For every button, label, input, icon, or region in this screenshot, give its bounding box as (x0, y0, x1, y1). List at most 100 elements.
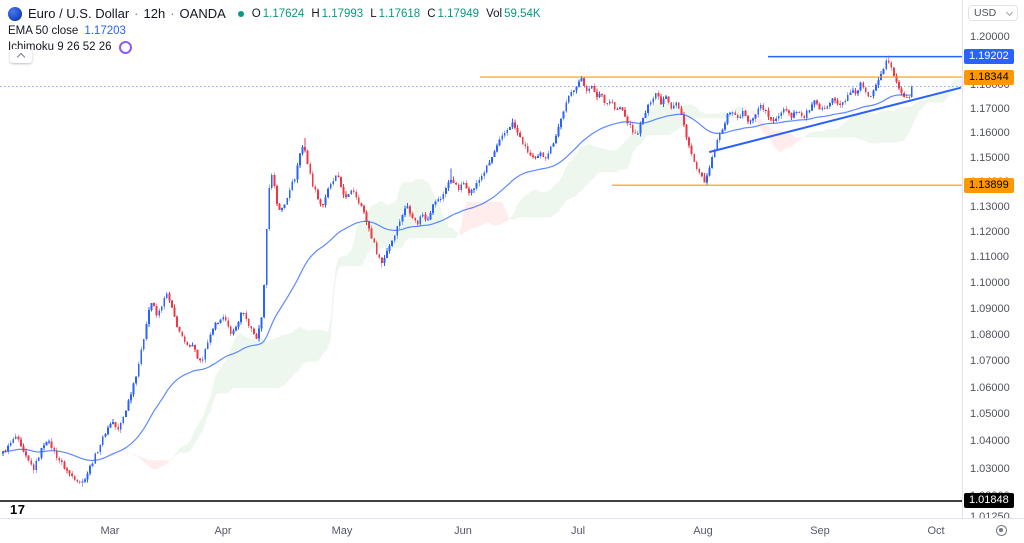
close-value: 1.17949 (437, 7, 480, 20)
candle-body (406, 206, 409, 209)
candle-body (552, 143, 555, 147)
candle-body (314, 186, 317, 190)
candle-body (342, 187, 345, 195)
ichimoku-indicator-row[interactable]: Ichimoku 9 26 52 26 (8, 40, 548, 54)
candle-body (483, 172, 486, 177)
candle-body (590, 86, 593, 89)
candle-body (849, 92, 852, 95)
candle-body (378, 254, 381, 258)
candle-body (836, 100, 839, 104)
candle-body (334, 175, 337, 181)
price-level-axis-label[interactable]: 1.13899 (964, 177, 1014, 193)
candle-body (337, 175, 340, 178)
legend-collapse-button[interactable] (10, 49, 32, 63)
candle-body (547, 153, 550, 159)
candle-body (250, 326, 253, 329)
candle-body (811, 104, 813, 111)
candle-body (462, 182, 465, 185)
candle-body (265, 229, 268, 285)
candle-body (621, 107, 624, 111)
candle-body (846, 94, 849, 102)
candle-body (324, 197, 327, 206)
candle-body (647, 104, 650, 114)
candle-body (872, 90, 875, 96)
candle-body (805, 110, 808, 118)
ichimoku-cloud-up (69, 78, 962, 461)
chart-pane[interactable]: 17 Euro / U.S. Dollar · 12h · OANDA O 1.… (0, 0, 962, 518)
candle-body (355, 192, 358, 198)
price-level-axis-label[interactable]: 1.18344 (964, 69, 1014, 85)
price-chart[interactable] (0, 0, 962, 518)
candle-body (439, 198, 442, 200)
candle-body (608, 101, 611, 104)
candle-body (99, 444, 102, 452)
ema-indicator-row[interactable]: EMA 50 close 1.17203 (8, 24, 548, 38)
candle-body (754, 114, 757, 119)
candle-body (762, 105, 765, 110)
candle-body (759, 105, 762, 109)
currency-selector[interactable]: USD (968, 5, 1018, 21)
candle-body (281, 208, 283, 210)
candle-body (124, 410, 127, 417)
time-axis[interactable]: Mar Apr May Jun Jul Aug Sep Oct (0, 518, 1024, 543)
candle-body (744, 110, 747, 116)
line-annotation-text[interactable]: 17 (10, 502, 26, 517)
candle-body (309, 163, 312, 174)
candle-body (17, 436, 20, 440)
candle-body (862, 82, 865, 88)
candle-body (703, 176, 706, 183)
candle-body (148, 309, 150, 324)
candle-body (380, 257, 383, 263)
candle-body (393, 235, 396, 241)
candle-body (304, 146, 306, 151)
candle-body (327, 188, 330, 198)
price-axis[interactable]: USD 1.200001.190001.180001.170001.160001… (962, 0, 1024, 518)
price-level-axis-label[interactable]: 1.01848 (964, 493, 1014, 509)
candle-body (473, 188, 475, 190)
trendline[interactable] (709, 86, 961, 153)
candle-body (283, 204, 286, 209)
candle-body (347, 194, 350, 197)
axis-settings-icon[interactable] (996, 525, 1007, 536)
candle-body (130, 394, 132, 401)
candle-body (365, 212, 368, 222)
candle-body (905, 96, 908, 98)
price-level-axis-label[interactable]: 1.19202 (964, 49, 1014, 65)
ichimoku-label: Ichimoku 9 26 52 26 (8, 41, 112, 53)
interval-label[interactable]: 12h (143, 6, 166, 21)
candle-body (488, 162, 491, 166)
ema-value: 1.17203 (84, 25, 126, 37)
candle-body (729, 112, 731, 114)
candle-body (316, 189, 319, 200)
candle-body (117, 426, 120, 430)
market-status-icon[interactable] (237, 10, 244, 17)
candle-body (214, 323, 217, 330)
exchange-label: OANDA (179, 6, 226, 21)
candle-body (48, 441, 50, 443)
candle-body (263, 284, 266, 318)
candle-body (593, 86, 596, 92)
candle-body (501, 135, 504, 140)
symbol-row[interactable]: Euro / U.S. Dollar · 12h · OANDA O 1.176… (8, 5, 548, 22)
candle-body (119, 423, 122, 430)
ema-label: EMA 50 close (8, 25, 79, 37)
candle-body (363, 206, 365, 213)
candle-body (212, 329, 214, 335)
candle-body (567, 96, 570, 103)
candle-body (713, 151, 716, 158)
candle-body (63, 461, 66, 469)
candle-body (386, 251, 388, 258)
candle-body (35, 461, 38, 471)
candle-body (388, 245, 391, 252)
ema-line[interactable] (3, 94, 912, 462)
candle-body (677, 102, 680, 109)
candle-body (667, 96, 670, 103)
candle-body (145, 323, 148, 339)
candle-body (247, 318, 250, 327)
candle-body (826, 106, 829, 109)
currency-label: USD (974, 7, 997, 19)
candle-body (107, 427, 109, 435)
candle-body (368, 221, 370, 229)
candle-body (544, 156, 547, 159)
candle-body (91, 463, 94, 467)
